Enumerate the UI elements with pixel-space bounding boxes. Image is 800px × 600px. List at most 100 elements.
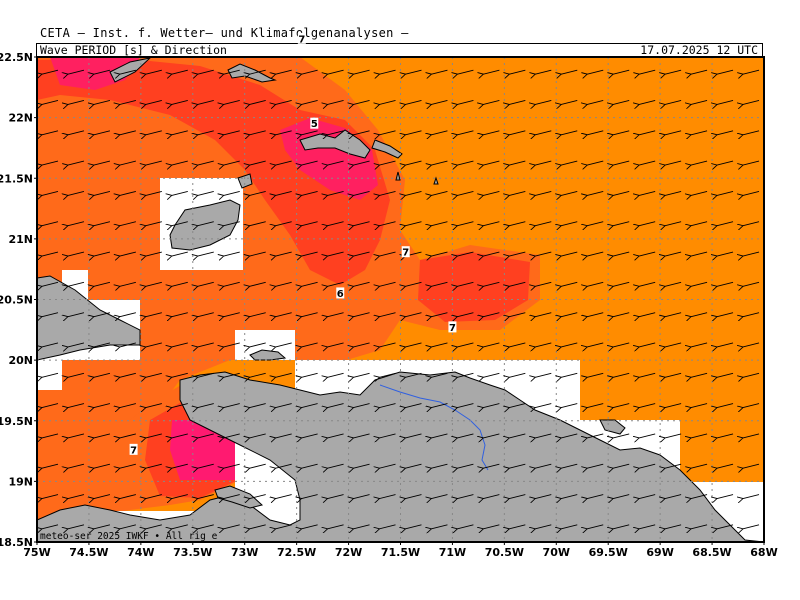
- direction-arrow: [431, 372, 448, 377]
- direction-arrow: [587, 100, 604, 104]
- direction-arrow: [613, 221, 630, 226]
- direction-arrow: [613, 281, 630, 286]
- direction-arrow: [328, 312, 344, 317]
- direction-arrow: [483, 160, 500, 165]
- direction-arrow: [250, 312, 266, 317]
- direction-arrow: [639, 342, 656, 347]
- direction-arrow: [587, 433, 604, 438]
- direction-arrow: [457, 372, 474, 377]
- direction-arrow: [743, 69, 760, 74]
- direction-arrow: [276, 69, 292, 74]
- direction-arrow: [224, 221, 240, 226]
- direction-arrow: [250, 494, 266, 499]
- direction-arrow: [198, 372, 214, 377]
- direction-arrow: [198, 463, 214, 468]
- direction-arrow: [250, 251, 266, 256]
- direction-arrow: [172, 100, 188, 104]
- direction-arrow: [509, 251, 526, 256]
- direction-arrow: [120, 463, 136, 468]
- direction-arrow: [613, 160, 630, 165]
- land-mayaguana: [227, 63, 277, 83]
- direction-arrow: [302, 251, 318, 256]
- direction-arrow: [587, 160, 604, 165]
- direction-arrow: [613, 342, 630, 347]
- lat-tick-label: 21N: [8, 233, 33, 246]
- direction-arrow: [639, 130, 656, 135]
- lon-tick-label: 70.5W: [485, 546, 524, 559]
- direction-arrow: [483, 494, 500, 499]
- lat-tick-label: 19N: [8, 475, 33, 488]
- direction-arrow: [380, 100, 396, 104]
- direction-arrow: [224, 190, 240, 195]
- direction-arrow: [587, 69, 604, 74]
- direction-arrow: [665, 433, 682, 438]
- direction-arrow: [380, 69, 396, 74]
- direction-arrow: [172, 130, 188, 135]
- direction-arrow: [431, 160, 448, 165]
- direction-arrow: [717, 281, 734, 286]
- contour-label-bg: [297, 32, 306, 44]
- direction-arrow: [743, 190, 760, 195]
- direction-arrow: [665, 524, 682, 529]
- direction-arrow: [42, 372, 59, 377]
- direction-arrow: [431, 524, 448, 529]
- direction-arrow: [717, 312, 734, 317]
- direction-arrow: [665, 221, 682, 226]
- direction-arrow: [120, 403, 136, 408]
- direction-arrow: [146, 281, 162, 286]
- direction-arrow: [146, 403, 162, 408]
- lon-tick-label: 72W: [335, 546, 362, 559]
- direction-arrow: [561, 221, 578, 226]
- direction-arrow: [172, 160, 188, 165]
- direction-arrow: [483, 251, 500, 256]
- longitude-labels: 75W 74.5W 74W 73.5W 73W 72.5W 72W 71.5W 71W 70.5W…: [23, 542, 778, 559]
- direction-arrow: [68, 312, 85, 317]
- direction-arrow: [509, 69, 526, 74]
- direction-arrow: [302, 69, 318, 74]
- direction-arrow: [405, 69, 422, 74]
- contour-label-bg: [129, 443, 138, 455]
- direction-arrow: [431, 281, 448, 286]
- direction-arrow: [717, 221, 734, 226]
- direction-arrow: [457, 312, 474, 317]
- direction-arrow: [198, 221, 214, 226]
- lon-tick-label: 74.5W: [69, 546, 108, 559]
- direction-arrow: [457, 251, 474, 256]
- direction-arrow: [639, 69, 656, 74]
- lat-tick-label: 22N: [8, 112, 33, 125]
- direction-arrow: [354, 524, 370, 529]
- direction-arrow: [120, 251, 136, 256]
- direction-arrow: [639, 463, 656, 468]
- direction-arrow: [146, 221, 162, 226]
- direction-arrow: [42, 463, 59, 468]
- contour-label: 7: [402, 248, 409, 259]
- direction-arrow: [250, 433, 266, 438]
- direction-arrow: [561, 524, 578, 529]
- direction-arrow: [717, 100, 734, 104]
- direction-arrow: [94, 100, 111, 104]
- direction-arrow: [94, 372, 111, 377]
- direction-arrow: [457, 494, 474, 499]
- direction-arrow: [42, 130, 59, 135]
- direction-arrow: [743, 524, 760, 529]
- direction-arrow: [483, 433, 500, 438]
- lat-tick-label: 21.5N: [0, 172, 33, 185]
- direction-arrow: [276, 494, 292, 499]
- direction-arrow: [509, 403, 526, 408]
- period-field-5s-east: [418, 252, 530, 322]
- contour-label: 7: [298, 34, 305, 45]
- direction-arrow: [535, 251, 552, 256]
- direction-arrow: [94, 130, 111, 135]
- direction-arrow: [717, 69, 734, 74]
- direction-arrow: [431, 221, 448, 226]
- direction-arrow: [743, 160, 760, 165]
- direction-arrow: [276, 221, 292, 226]
- direction-arrow: [483, 100, 500, 104]
- direction-arrow: [457, 524, 474, 529]
- direction-arrow: [587, 342, 604, 347]
- direction-arrow: [224, 403, 240, 408]
- direction-arrow: [587, 494, 604, 499]
- direction-arrow: [198, 403, 214, 408]
- direction-arrow: [613, 524, 630, 529]
- direction-arrow: [613, 463, 630, 468]
